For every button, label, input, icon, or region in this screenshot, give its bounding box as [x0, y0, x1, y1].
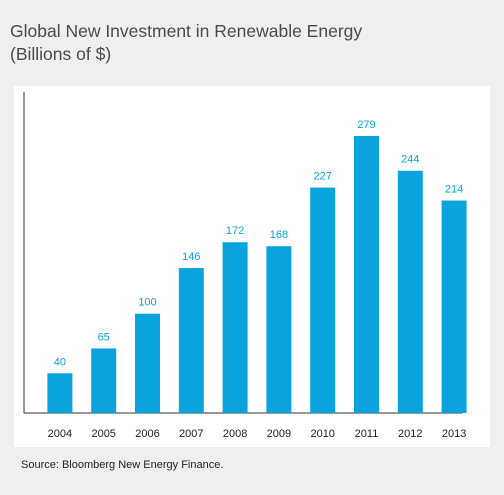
bar-2012	[397, 170, 423, 413]
bar-2007	[178, 268, 204, 413]
data-label-2013: 214	[445, 184, 463, 196]
x-tick-label-2007: 2007	[179, 428, 203, 440]
x-tick-label-2004: 2004	[48, 428, 72, 440]
bar-2008	[222, 242, 248, 413]
data-label-2012: 244	[401, 154, 419, 166]
source-note: Source: Bloomberg New Energy Finance.	[21, 459, 224, 471]
chart-title: Global New Investment in Renewable Energ…	[10, 20, 362, 66]
x-tick-label-2012: 2012	[398, 428, 422, 440]
data-label-2005: 65	[98, 331, 110, 343]
data-label-2011: 279	[357, 119, 375, 131]
bar-2010	[310, 187, 336, 413]
x-tick-label-2006: 2006	[135, 428, 159, 440]
x-tick-label-2009: 2009	[267, 428, 291, 440]
chart-title-line-1: Global New Investment in Renewable Energ…	[10, 21, 363, 41]
data-label-2004: 40	[54, 356, 66, 368]
bar-2011	[354, 136, 379, 413]
x-tick-label-2011: 2011	[355, 428, 379, 440]
x-tick-label-2005: 2005	[91, 428, 115, 440]
chart-title-line-2: (Billions of $)	[10, 44, 112, 64]
data-label-2010: 227	[314, 171, 332, 183]
bar-2013	[441, 200, 467, 413]
data-label-2007: 146	[182, 251, 200, 263]
bar-2005	[91, 348, 117, 413]
data-label-2009: 168	[270, 229, 288, 241]
x-tick-label-2010: 2010	[310, 428, 334, 440]
bar-2006	[135, 313, 160, 413]
data-label-2008: 172	[226, 225, 244, 237]
bar-2004	[47, 373, 73, 413]
bar-2009	[266, 246, 292, 413]
data-label-2006: 100	[138, 297, 156, 309]
x-tick-label-2008: 2008	[223, 428, 247, 440]
x-tick-label-2013: 2013	[442, 428, 466, 440]
